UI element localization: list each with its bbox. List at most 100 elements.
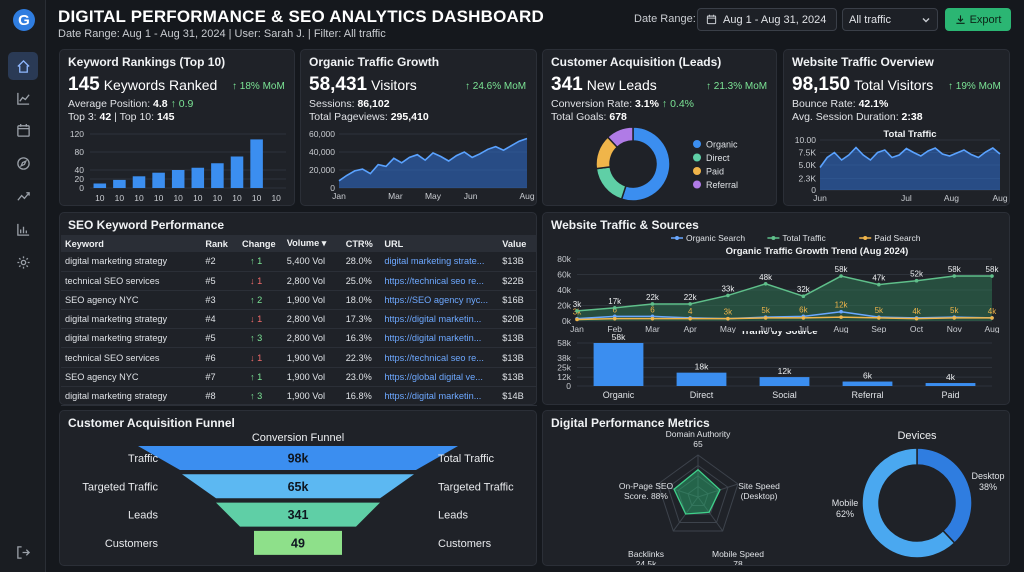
table-row[interactable]: technical SEO services #5 ↓ 1 2,800 Vol 25.0… [61,271,537,291]
x-tick-label: 10 [173,193,183,203]
data-point [801,294,806,298]
legend-swatch [675,236,679,240]
bar [925,383,976,386]
card-title: Customer Acquisition Funnel [68,416,235,430]
data-point [990,316,994,320]
url-link[interactable]: https://digital marketin... [380,386,499,407]
radar-axis-value: Score. 88% [624,491,668,501]
volume-cell: 1,900 Vol [282,367,342,387]
column-header[interactable]: URL [380,235,499,252]
logout-icon[interactable] [8,538,38,566]
data-label: 6k [863,371,873,381]
bar [132,176,146,188]
column-header[interactable]: Volume ▾ [282,235,342,252]
url-link[interactable]: https://global digital ve... [380,367,499,387]
legend-swatch [771,236,776,240]
url-link[interactable]: https://digital marketin... [380,309,499,330]
x-tick-label: Apr [684,324,697,333]
data-point [612,306,617,310]
funnel-value: 65k [288,480,309,494]
legend-label: Paid [706,167,724,177]
export-button[interactable]: Export [945,8,1011,31]
date-range-picker[interactable]: Aug 1 - Aug 31, 2024 [697,8,837,31]
leads-donut-chart: Organic Direct Paid Referral [595,126,738,202]
data-point [763,316,768,320]
url-link[interactable]: https://technical seo re... [380,347,499,368]
data-point [914,316,919,321]
data-label: 6 [650,305,655,314]
url-link[interactable]: digital marketing strate... [380,252,499,272]
radar-axis [697,483,739,498]
rank-cell: #8 [201,386,238,407]
column-header[interactable]: Value [498,235,537,252]
change-cell: ↑ 1 [237,367,283,387]
keyword-cell: digital marketing strategy [61,328,202,349]
calendar-icon[interactable] [8,116,38,144]
y-tick-label: 40,000 [309,147,335,157]
traffic-filter-select[interactable]: All traffic [842,8,938,31]
column-header[interactable]: CTR% [341,235,381,252]
data-label: 58k [835,265,849,274]
line-chart-icon[interactable] [8,84,38,112]
funnel-stage [182,474,414,499]
data-point [952,274,957,278]
x-tick-label: 10 [95,193,105,203]
keyword-cell: digital marketing strategy [61,252,202,272]
legend-label: Organic Search [686,233,745,243]
trend-icon[interactable] [8,182,38,210]
table-row[interactable]: SEO agency NYC #7 ↑ 1 1,900 Vol 23.0% https:/… [61,367,537,387]
url-link[interactable]: https://SEO agency nyc... [380,290,499,311]
table-row[interactable]: digital marketing strategy #4 ↓ 1 2,800 Vol… [61,309,537,330]
funnel-right-label: Customers [438,538,492,550]
x-tick-label: Aug [519,191,534,201]
radar-axis-value: 24.5k [636,559,658,565]
y-tick-label: 40 [75,165,85,175]
donut-slice [916,447,973,545]
data-point [990,274,994,278]
bar [593,343,644,386]
column-header[interactable]: Change [237,235,283,252]
date-range-value: Aug 1 - Aug 31, 2024 [723,13,827,26]
column-header[interactable]: Rank [201,235,238,252]
mom-badge: ↑ 21.3% MoM [706,81,768,92]
column-header[interactable]: Keyword [61,235,202,252]
home-icon[interactable] [8,52,38,80]
change-cell: ↓ 1 [237,309,283,330]
data-point [575,309,579,313]
data-label: 52k [910,270,924,279]
volume-cell: 2,800 Vol [282,328,342,349]
table-row[interactable]: digital marketing strategy #8 ↑ 3 1,900 Vol… [61,386,537,407]
y-tick-label: 60k [557,270,571,280]
keyword-cell: technical SEO services [61,347,202,368]
change-cell: ↑ 3 [237,386,283,407]
series-line [576,275,992,312]
gear-icon[interactable] [8,248,38,276]
x-tick-label: Aug [984,324,999,333]
radar-axis-label: Backlinks [628,549,664,559]
x-tick-label: Referral [851,390,883,400]
value-cell: $13B [498,252,537,272]
data-label: 22k [646,293,660,302]
keywords-count: 145 Keywords Ranked [68,74,218,95]
bar-chart-icon[interactable] [8,215,38,243]
volume-cell: 1,900 Vol [282,347,342,368]
url-link[interactable]: https://digital marketin... [380,328,499,349]
series-line [576,310,993,320]
compass-icon[interactable] [8,149,38,177]
y-tick-label: 5.0K [799,160,817,170]
radar-grid [657,454,739,532]
table-row[interactable]: technical SEO services #6 ↓ 1 1,900 Vol 22.3… [61,347,537,368]
url-link[interactable]: https://technical seo re... [380,271,499,291]
table-row[interactable]: digital marketing strategy #5 ↑ 3 2,800 Vol… [61,328,537,349]
seo-keyword-performance-card: SEO Keyword Performance Keyword Rank Chang… [59,212,537,407]
data-label: 58k [612,332,626,342]
total-traffic-area-chart: Total Traffic 02.3K 5.0K 7.5K 10.00 Jun Jul Aug… [795,129,1008,203]
bounce-rate: Bounce Rate: 42.1% [792,98,889,110]
table-row[interactable]: digital marketing strategy #2 ↑ 1 5,400 Vol… [61,252,537,272]
organic-traffic-card: Organic Traffic Growth 58,431 Visitors ↑ … [300,49,537,206]
volume-cell: 1,900 Vol [282,290,342,311]
table-row[interactable]: SEO agency NYC #3 ↑ 2 1,900 Vol 18.0% https:/… [61,290,537,311]
x-tick-label: Aug [992,193,1007,203]
app-logo[interactable]: G [12,8,36,32]
